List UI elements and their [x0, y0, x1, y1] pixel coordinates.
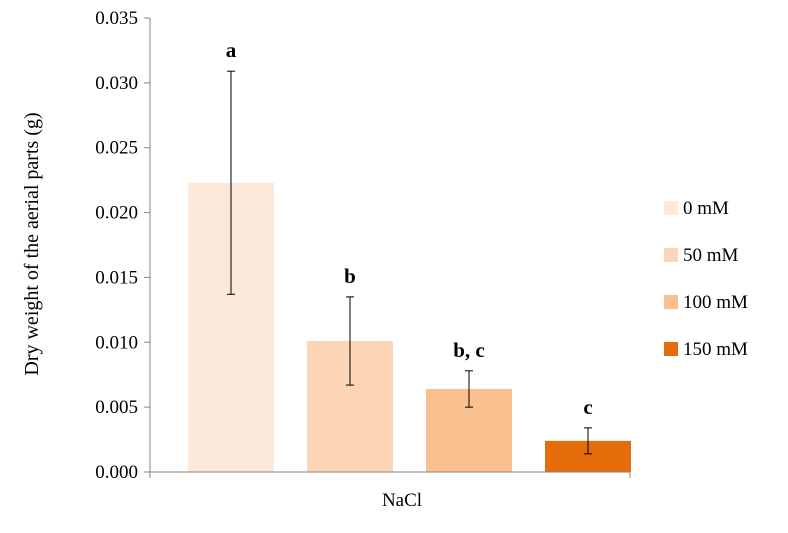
y-tick-label: 0.000	[95, 462, 138, 483]
bars: a b b, c c	[188, 38, 631, 473]
significance-letter: b, c	[453, 338, 485, 362]
x-axis: NaCl	[149, 471, 631, 511]
y-tick-label: 0.035	[95, 8, 138, 29]
legend-label: 0 mM	[683, 198, 729, 219]
y-axis: 0.000 0.005 0.010 0.015 0.020 0.025 0.030 0.035	[95, 8, 151, 483]
y-tick-label: 0.025	[95, 138, 138, 159]
significance-letter: c	[583, 395, 592, 419]
y-tick-label: 0.010	[95, 332, 138, 353]
legend-swatch	[664, 248, 678, 262]
legend: 0 mM 50 mM 100 mM 150 mM	[664, 198, 748, 360]
legend-label: 150 mM	[683, 339, 748, 360]
significance-letter: a	[226, 38, 237, 62]
y-tick-label: 0.020	[95, 203, 138, 224]
y-tick-label: 0.015	[95, 267, 138, 288]
legend-label: 100 mM	[683, 292, 748, 313]
y-axis-title: Dry weight of the aerial parts (g)	[21, 112, 43, 375]
x-category-label: NaCl	[382, 490, 422, 511]
significance-letter: b	[344, 264, 356, 288]
legend-swatch	[664, 201, 678, 215]
legend-swatch	[664, 342, 678, 356]
legend-label: 50 mM	[683, 245, 739, 266]
legend-swatch	[664, 295, 678, 309]
y-tick-label: 0.005	[95, 397, 138, 418]
y-tick-label: 0.030	[95, 73, 138, 94]
